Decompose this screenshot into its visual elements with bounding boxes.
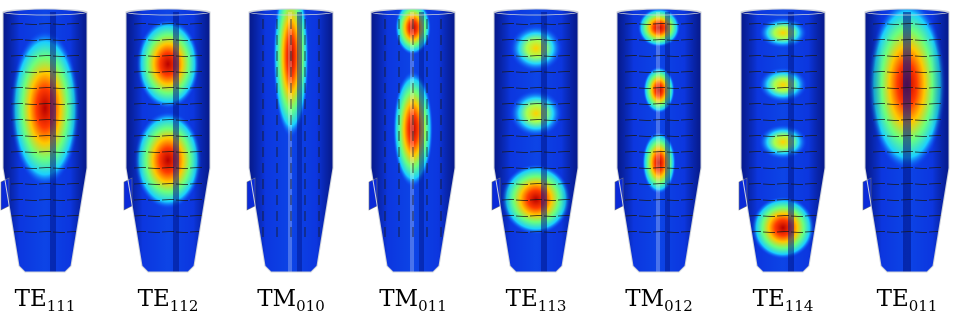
mode-panel-te113 — [491, 8, 579, 273]
field-arrows — [262, 19, 320, 237]
field-arrows — [384, 19, 442, 237]
cavity-outline — [248, 8, 334, 273]
mode-panel-te114 — [738, 8, 826, 273]
field-arrows — [10, 23, 80, 233]
mode-family: TE — [876, 286, 909, 312]
field-arrows — [133, 23, 203, 233]
cavity-outline — [370, 8, 456, 273]
mode-panel-tm011 — [368, 8, 456, 273]
mode-label-te111: TE111 — [0, 286, 106, 315]
mode-family: TE — [14, 286, 47, 312]
cavity-outline — [740, 8, 826, 273]
mode-label-te112: TE112 — [107, 286, 229, 315]
mode-family: TM — [625, 286, 665, 312]
field-arrows — [501, 23, 571, 233]
field-arrows — [748, 23, 818, 233]
mode-index: 113 — [537, 297, 567, 315]
mode-family: TE — [505, 286, 538, 312]
cavity-outline — [616, 8, 702, 273]
mode-panel-tm012 — [614, 8, 702, 273]
cavity-outline — [125, 8, 211, 273]
mode-label-te113: TE113 — [475, 286, 597, 315]
cavity-outline — [2, 8, 88, 273]
mode-index: 111 — [46, 297, 76, 315]
mode-family: TE — [752, 286, 785, 312]
mode-label-tm012: TM012 — [598, 286, 720, 315]
mode-panel-te011 — [862, 8, 950, 273]
mode-label-tm010: TM010 — [230, 286, 352, 315]
mode-panel-te112 — [123, 8, 211, 273]
mode-index: 112 — [169, 297, 199, 315]
cavity-outline — [493, 8, 579, 273]
mode-label-tm011: TM011 — [352, 286, 474, 315]
field-arrows — [872, 23, 942, 233]
mode-index: 114 — [784, 297, 814, 315]
mode-family: TE — [137, 286, 170, 312]
mode-label-te114: TE114 — [722, 286, 844, 315]
mode-panel-te111 — [0, 8, 88, 273]
mode-family: TM — [379, 286, 419, 312]
mode-index: 010 — [296, 297, 325, 315]
mode-index: 012 — [664, 297, 693, 315]
mode-family: TM — [257, 286, 297, 312]
mode-label-te011: TE011 — [846, 286, 968, 315]
cavity-outline — [864, 8, 950, 273]
mode-index: 011 — [418, 297, 447, 315]
mode-index: 011 — [908, 297, 938, 315]
mode-panel-tm010 — [246, 8, 334, 273]
